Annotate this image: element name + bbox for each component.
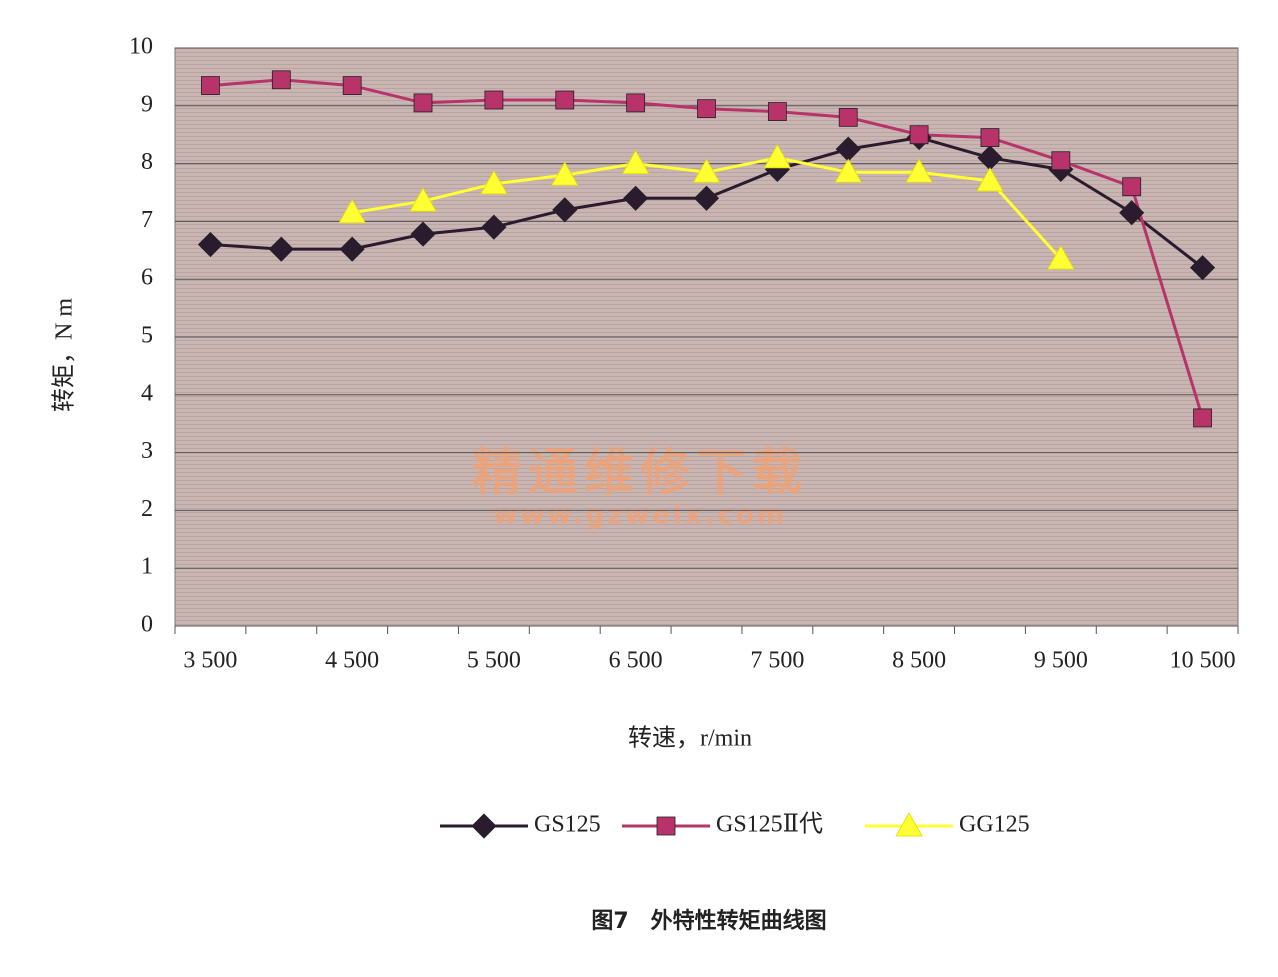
- x-tick-label: 5 500: [467, 648, 521, 674]
- data-point: [413, 93, 433, 113]
- data-point: [409, 187, 437, 212]
- x-tick-label: 8 500: [892, 648, 946, 674]
- data-point: [626, 93, 646, 113]
- data-point: [905, 158, 933, 183]
- x-tick-label: 7 500: [750, 648, 804, 674]
- x-tick-label: 4 500: [325, 648, 379, 674]
- data-point: [480, 170, 508, 195]
- y-tick-label: 2: [141, 496, 153, 522]
- data-point: [339, 236, 365, 262]
- caption: 图7 外特性转矩曲线图: [591, 908, 826, 934]
- data-point: [551, 161, 579, 186]
- y-tick-label: 9: [141, 91, 153, 117]
- watermark: 精通维修下载: [472, 444, 808, 502]
- y-tick-label: 1: [141, 554, 153, 580]
- data-point: [481, 214, 507, 240]
- data-point: [555, 90, 575, 110]
- data-point: [410, 221, 436, 247]
- data-point: [552, 197, 578, 223]
- legend-label: GS125Ⅱ代: [716, 811, 823, 838]
- data-point: [976, 167, 1004, 192]
- data-point: [693, 185, 720, 211]
- data-point: [1047, 245, 1075, 270]
- y-tick-label: 4: [141, 380, 153, 406]
- watermark-url: www.gzweix.com: [493, 501, 787, 531]
- y-tick-label: 7: [141, 207, 153, 233]
- data-point: [697, 99, 716, 119]
- legend-marker: [471, 813, 497, 839]
- data-point: [271, 70, 291, 90]
- data-point: [767, 102, 787, 121]
- data-point: [692, 158, 721, 183]
- y-tick-label: 8: [141, 149, 153, 175]
- data-point: [201, 76, 220, 95]
- data-point: [909, 125, 929, 145]
- data-point: [1051, 151, 1071, 171]
- data-point: [621, 149, 650, 175]
- data-point: [1122, 177, 1142, 197]
- data-point: [1190, 255, 1216, 281]
- data-point: [763, 144, 792, 169]
- data-point: [197, 231, 223, 258]
- data-point: [484, 90, 504, 110]
- legend-marker: [895, 812, 923, 837]
- legend-marker: [656, 816, 676, 836]
- y-tick-label: 6: [141, 265, 153, 291]
- legend-label: GG125: [959, 812, 1030, 838]
- x-tick-label: 10 500: [1170, 648, 1236, 674]
- data-point: [980, 128, 1000, 147]
- y-axis-label: 转矩，N m: [51, 298, 78, 412]
- y-tick-label: 0: [141, 612, 153, 638]
- x-axis-label: 转速，r/min: [628, 725, 752, 752]
- data-point: [1193, 408, 1212, 428]
- data-point: [338, 198, 366, 224]
- data-point: [342, 76, 362, 95]
- x-tick-label: 3 500: [183, 648, 237, 674]
- y-tick-label: 5: [141, 323, 153, 349]
- data-point: [623, 185, 649, 211]
- data-point: [1119, 200, 1145, 226]
- y-tick-label: 10: [129, 34, 153, 60]
- y-tick-label: 3: [141, 438, 153, 464]
- x-tick-label: 6 500: [609, 648, 663, 674]
- legend-label: GS125: [534, 812, 601, 838]
- data-point: [834, 158, 862, 183]
- data-point: [838, 107, 858, 127]
- data-point: [268, 236, 294, 262]
- x-tick-label: 9 500: [1034, 648, 1088, 674]
